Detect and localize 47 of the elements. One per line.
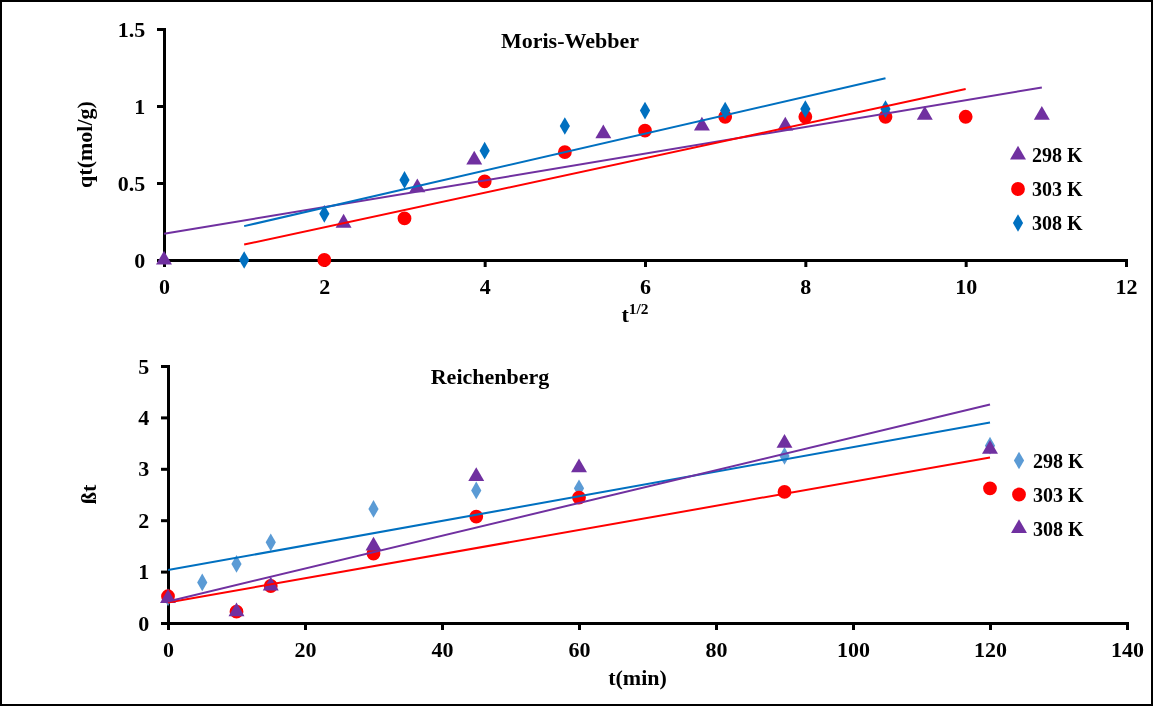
y-tick-label: 4: [138, 404, 150, 430]
x-tick-label: 0: [163, 637, 174, 663]
point: [693, 116, 710, 131]
x-tick-label: 80: [705, 637, 728, 663]
point: [317, 253, 332, 267]
legend-label: 308 K: [1032, 212, 1083, 234]
legend-label: 308 K: [1033, 517, 1084, 540]
x-axis-title: t(min): [608, 665, 667, 690]
legend-label: 298 K: [1033, 449, 1084, 472]
point: [983, 481, 997, 496]
x-tick-label: 0: [159, 274, 170, 300]
x-tick-label: 40: [431, 637, 454, 663]
point: [958, 109, 973, 124]
x-tick-label: 120: [974, 637, 1007, 663]
legend-label: 303 K: [1032, 178, 1083, 200]
x-tick-label: 100: [837, 637, 870, 663]
point: [468, 467, 485, 482]
y-tick-label: 0: [138, 610, 150, 636]
y-tick-label: 5: [138, 353, 150, 379]
y-tick-label: 1: [138, 559, 150, 585]
x-tick-label: 2: [319, 274, 331, 300]
x-axis-title: t$^{1/2}$: [621, 299, 649, 327]
x-tick-label: 140: [1111, 637, 1144, 663]
x-tick-label: 10: [955, 274, 978, 300]
y-tick-label: 2: [138, 507, 150, 533]
x-tick-label: 12: [1115, 274, 1138, 300]
y-tick-label: 0.5: [117, 170, 146, 196]
legend-label: 303 K: [1033, 483, 1084, 506]
point: [1033, 106, 1050, 120]
x-tick-label: 20: [294, 637, 317, 663]
point: [397, 211, 412, 226]
point: [916, 106, 933, 120]
chart-title: Moris-Webber: [500, 28, 640, 53]
y-axis-title: qt(mol/g): [72, 101, 97, 188]
chart-title: Reichenberg: [430, 364, 550, 389]
y-tick-label: 3: [138, 456, 150, 482]
x-tick-label: 6: [640, 274, 651, 300]
y-axis-title: ßt: [76, 484, 101, 505]
legend-label: 298 K: [1032, 144, 1083, 166]
x-tick-label: 8: [800, 274, 812, 300]
point: [595, 124, 612, 139]
x-tick-label: 60: [568, 637, 591, 663]
y-tick-label: 1.5: [117, 16, 146, 42]
y-tick-label: 0: [134, 247, 146, 273]
x-tick-label: 4: [479, 274, 491, 300]
y-tick-label: 1: [134, 93, 146, 119]
point: [466, 150, 483, 165]
